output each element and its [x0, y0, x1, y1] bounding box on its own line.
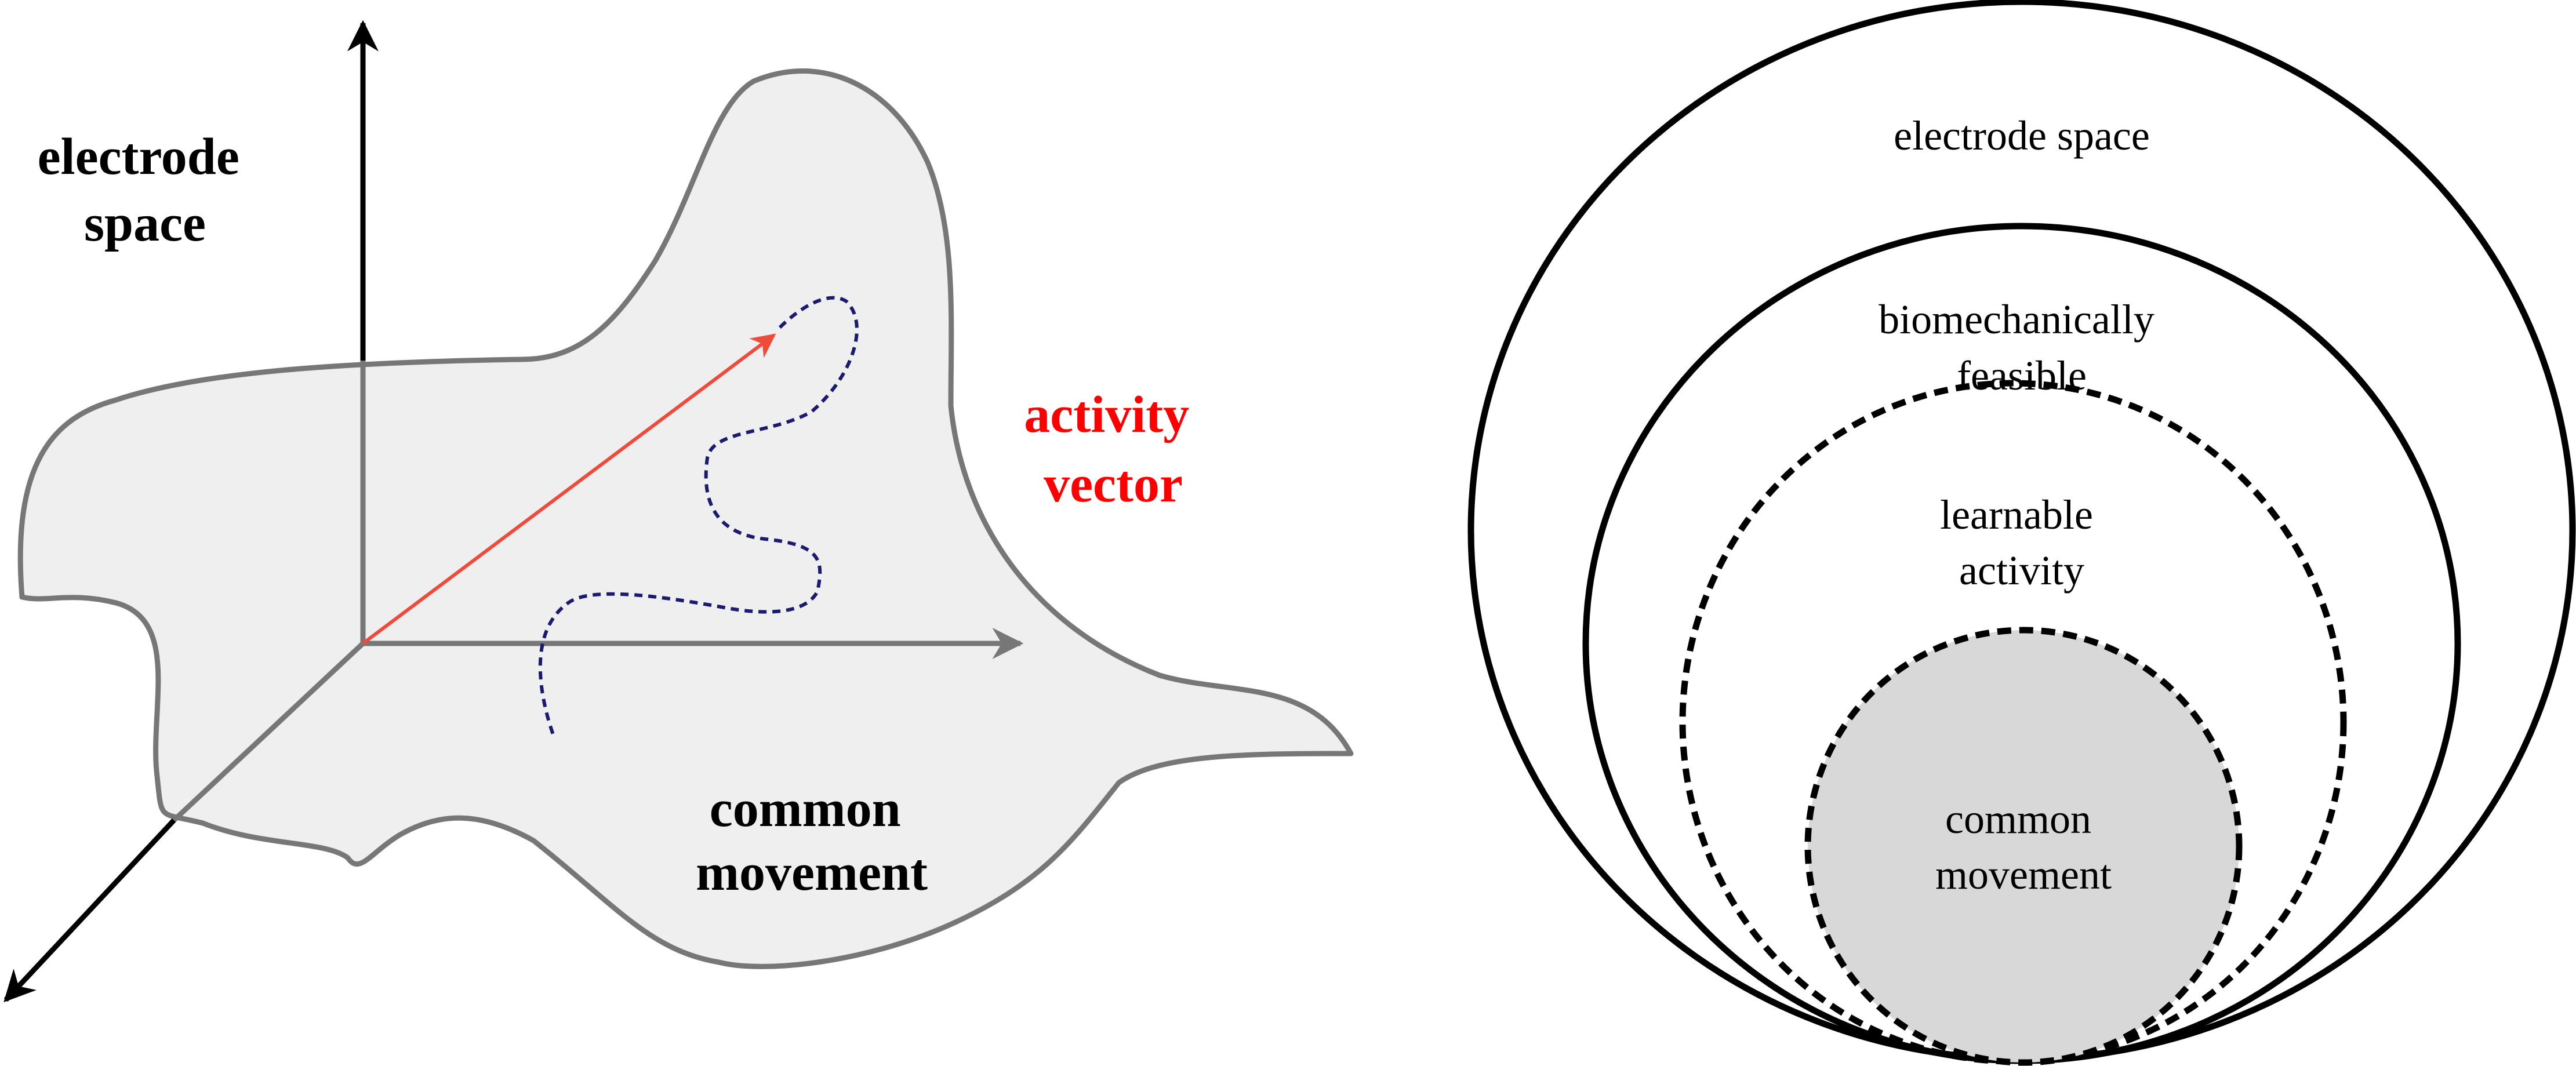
- left-electrode-space-line-2: space: [84, 195, 206, 252]
- activity-vector-line-1: activity: [1024, 386, 1189, 443]
- right-electrode-space-line-1: electrode space: [1894, 112, 2150, 159]
- activity-vector-label: activity vector: [1024, 386, 1202, 513]
- learnable-activity-line-1: learnable: [1940, 492, 2093, 538]
- left-panel: electrode space activity vector common m…: [3, 20, 1354, 1002]
- common-movement-manifold: [17, 68, 1354, 969]
- left-electrode-space-label: electrode space: [38, 128, 253, 252]
- activity-vector-arrow: [362, 333, 776, 645]
- biomechanically-feasible-label: biomechanically feasible: [1879, 296, 2165, 399]
- activity-vector-line-2: vector: [1044, 456, 1183, 513]
- learnable-activity-region: [1679, 380, 2347, 1065]
- right-common-movement-line-2: movement: [1935, 852, 2112, 898]
- right-electrode-space-label: electrode space: [1894, 112, 2150, 159]
- right-common-movement-label: common movement: [1935, 796, 2112, 898]
- right-panel: electrode space biomechanically feasible…: [1467, 0, 2576, 1066]
- left-electrode-space-line-1: electrode: [38, 128, 239, 185]
- learnable-activity-label: learnable activity: [1940, 492, 2103, 594]
- left-common-movement-line-2: movement: [696, 844, 928, 901]
- activity-trajectory: [538, 296, 859, 737]
- learnable-activity-line-2: activity: [1959, 547, 2084, 594]
- diagonal-axis: [3, 818, 176, 1002]
- right-common-movement-line-1: common: [1945, 796, 2091, 842]
- biomechanically-feasible-line-1: biomechanically: [1879, 296, 2154, 343]
- common-movement-region: [1804, 627, 2243, 1066]
- biomechanically-feasible-line-2: feasible: [1957, 352, 2087, 399]
- left-common-movement-line-1: common: [710, 780, 901, 838]
- left-common-movement-label: common movement: [696, 780, 928, 901]
- diagonal-axis-inside: [172, 641, 365, 823]
